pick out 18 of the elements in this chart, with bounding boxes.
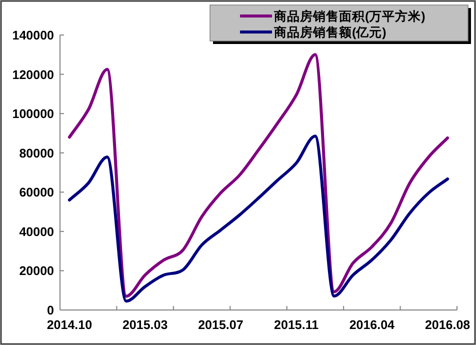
y-tick-label: 120000: [12, 68, 54, 82]
y-tick-label: 140000: [12, 28, 54, 42]
x-tick-label: 2015.11: [274, 318, 319, 332]
x-tick-label: 2015.07: [198, 318, 244, 332]
legend-label: 商品房销售面积(万平方米): [273, 8, 426, 24]
x-tick-label: 2015.03: [122, 318, 168, 332]
y-tick-label: 80000: [19, 146, 54, 160]
y-tick-label: 20000: [19, 264, 54, 278]
x-tick-label: 2016.08: [424, 318, 470, 332]
line-series: [68, 53, 450, 298]
x-tick-label: 2014.10: [46, 318, 92, 332]
y-tick-label: 0: [47, 304, 54, 318]
line-series: [68, 134, 450, 303]
legend-label: 商品房销售额(亿元): [273, 24, 386, 40]
y-tick-label: 40000: [19, 224, 54, 239]
y-tick-label: 100000: [12, 107, 54, 122]
y-tick-label: 60000: [19, 186, 54, 200]
x-tick-label: 2016.04: [349, 318, 395, 332]
